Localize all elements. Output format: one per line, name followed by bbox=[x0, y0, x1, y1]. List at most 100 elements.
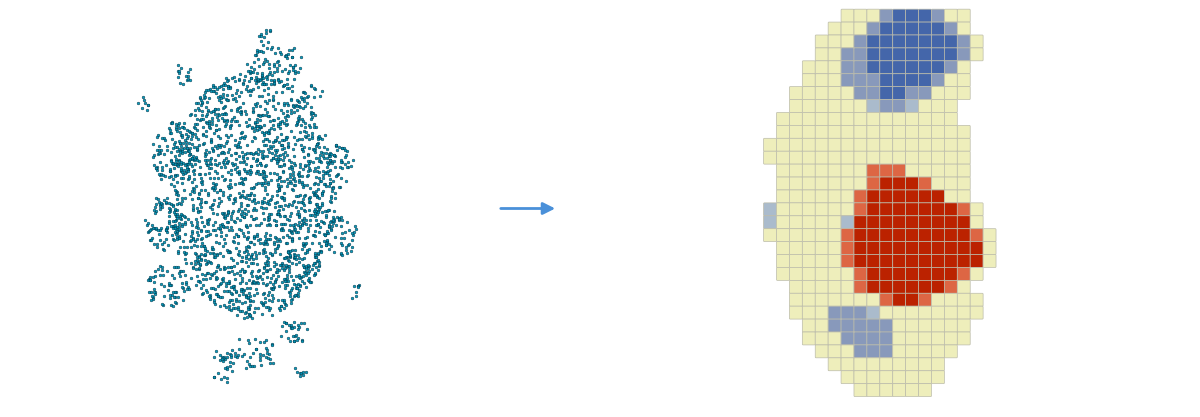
Point bbox=[215, 288, 234, 294]
Point bbox=[172, 211, 191, 218]
Point bbox=[250, 76, 269, 83]
Point bbox=[164, 222, 184, 229]
Point bbox=[296, 368, 316, 375]
Point bbox=[152, 167, 172, 173]
Point bbox=[172, 143, 191, 149]
FancyBboxPatch shape bbox=[880, 241, 893, 254]
FancyBboxPatch shape bbox=[918, 87, 931, 100]
Point bbox=[301, 109, 320, 116]
Point bbox=[253, 291, 272, 297]
Point bbox=[233, 149, 252, 156]
Point bbox=[146, 207, 166, 214]
Point bbox=[222, 171, 241, 178]
FancyBboxPatch shape bbox=[918, 113, 931, 126]
Point bbox=[301, 158, 320, 165]
Point bbox=[168, 191, 187, 198]
Point bbox=[161, 223, 180, 230]
FancyBboxPatch shape bbox=[944, 151, 958, 164]
Point bbox=[163, 223, 182, 229]
Point bbox=[248, 279, 268, 286]
Point bbox=[263, 96, 282, 103]
Point bbox=[168, 196, 187, 202]
Point bbox=[250, 250, 269, 257]
Point bbox=[174, 243, 193, 250]
Point bbox=[163, 202, 182, 208]
FancyBboxPatch shape bbox=[880, 254, 893, 267]
Point bbox=[305, 228, 324, 235]
FancyBboxPatch shape bbox=[958, 203, 971, 216]
Point bbox=[197, 128, 216, 134]
Point bbox=[178, 127, 197, 133]
Point bbox=[197, 270, 216, 276]
Point bbox=[229, 105, 248, 111]
FancyBboxPatch shape bbox=[906, 35, 918, 48]
Point bbox=[185, 123, 204, 130]
Point bbox=[266, 156, 286, 162]
Point bbox=[236, 258, 256, 265]
Point bbox=[180, 129, 199, 136]
Point bbox=[220, 363, 239, 369]
Point bbox=[260, 118, 280, 125]
FancyBboxPatch shape bbox=[906, 22, 918, 35]
Point bbox=[208, 292, 227, 299]
Point bbox=[313, 136, 332, 143]
Point bbox=[250, 126, 269, 132]
Point bbox=[208, 145, 227, 151]
Point bbox=[228, 208, 247, 214]
Point bbox=[230, 71, 250, 78]
Point bbox=[192, 219, 211, 226]
Point bbox=[193, 124, 212, 131]
Point bbox=[214, 222, 233, 229]
FancyBboxPatch shape bbox=[931, 280, 944, 293]
FancyBboxPatch shape bbox=[815, 113, 828, 126]
Point bbox=[271, 202, 290, 209]
Point bbox=[212, 276, 232, 283]
Point bbox=[257, 204, 276, 211]
Point bbox=[206, 114, 226, 121]
Point bbox=[277, 121, 296, 127]
Point bbox=[226, 244, 245, 251]
Point bbox=[252, 154, 271, 161]
Point bbox=[144, 161, 163, 168]
Point bbox=[232, 108, 251, 115]
Point bbox=[197, 261, 216, 268]
FancyBboxPatch shape bbox=[931, 151, 944, 164]
Point bbox=[324, 208, 343, 214]
Point bbox=[211, 229, 230, 236]
Point bbox=[263, 149, 282, 156]
Point bbox=[319, 168, 338, 174]
Point bbox=[284, 255, 304, 261]
Point bbox=[221, 353, 240, 360]
Point bbox=[152, 200, 172, 207]
Point bbox=[284, 175, 304, 182]
FancyBboxPatch shape bbox=[815, 345, 828, 358]
FancyBboxPatch shape bbox=[803, 164, 815, 177]
Point bbox=[276, 53, 295, 59]
Point bbox=[284, 45, 304, 51]
Point bbox=[216, 122, 235, 129]
Point bbox=[254, 78, 274, 85]
Point bbox=[144, 279, 163, 285]
Point bbox=[266, 235, 286, 241]
Point bbox=[238, 154, 257, 161]
Point bbox=[290, 283, 310, 289]
Point bbox=[170, 244, 190, 250]
Point bbox=[229, 140, 248, 147]
Point bbox=[287, 229, 306, 236]
FancyBboxPatch shape bbox=[906, 280, 918, 293]
FancyBboxPatch shape bbox=[790, 254, 803, 267]
Point bbox=[259, 129, 278, 136]
Point bbox=[322, 188, 341, 195]
Point bbox=[211, 150, 230, 157]
Point bbox=[283, 284, 302, 291]
Point bbox=[217, 160, 236, 167]
Point bbox=[335, 235, 354, 241]
Point bbox=[318, 237, 337, 244]
Point bbox=[247, 261, 266, 268]
Point bbox=[263, 286, 282, 293]
Point bbox=[282, 238, 301, 244]
Point bbox=[278, 247, 298, 254]
Point bbox=[208, 85, 227, 92]
Point bbox=[214, 242, 233, 249]
Point bbox=[193, 276, 212, 282]
